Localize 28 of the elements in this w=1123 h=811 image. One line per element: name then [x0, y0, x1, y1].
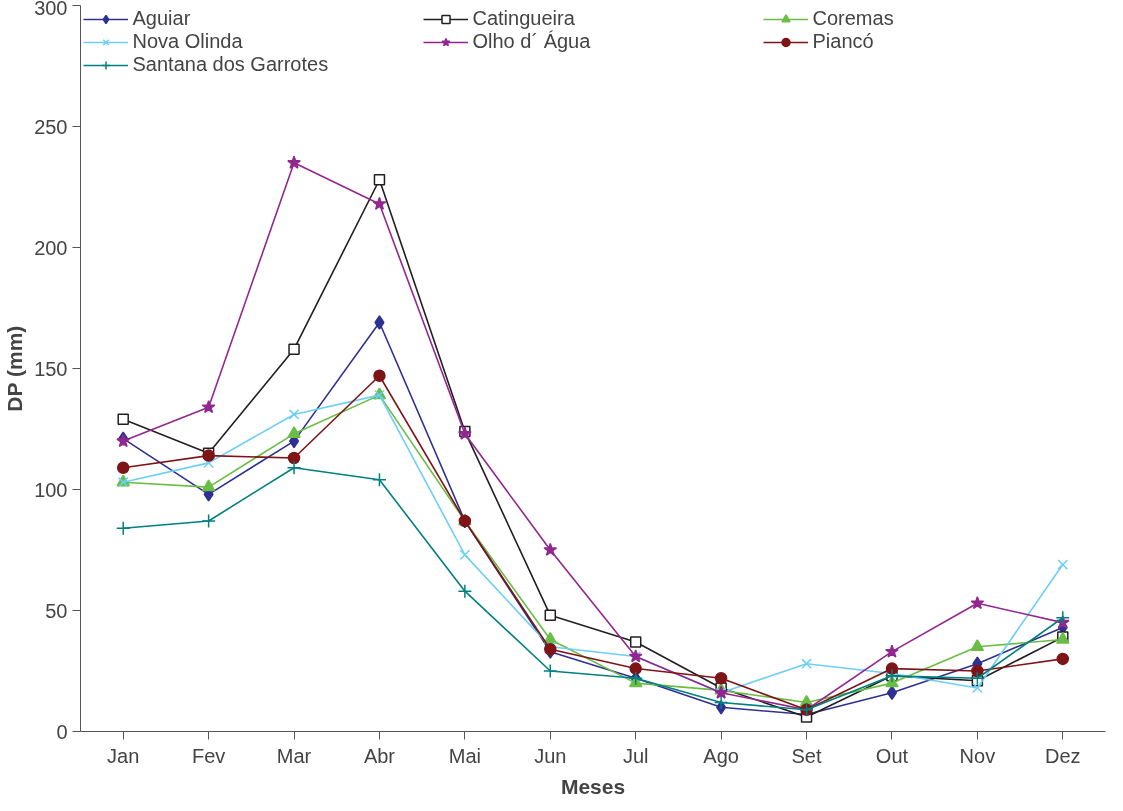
x-axis-title: Meses — [560, 774, 626, 798]
x-tick-label: Abr — [363, 744, 396, 767]
y-tick-label: 150 — [34, 357, 68, 380]
legend-label: Olho d´ Água — [472, 30, 592, 53]
x-tick-label: Jul — [622, 744, 649, 767]
legend-label: Piancó — [812, 30, 875, 53]
y-tick-label: 0 — [56, 720, 68, 743]
x-tick-label: Set — [791, 744, 822, 767]
x-tick-label: Jun — [534, 744, 567, 767]
x-tick-label: Ago — [703, 744, 739, 767]
legend-label: Aguiar — [132, 7, 192, 30]
x-tick-label: Out — [875, 744, 909, 767]
legend-label: Nova Olinda — [132, 30, 244, 53]
x-tick-label: Dez — [1045, 744, 1081, 767]
y-tick-label: 300 — [34, 0, 68, 19]
x-tick-label: Mar — [276, 744, 312, 767]
x-tick-label: Jan — [107, 744, 140, 767]
y-tick-label: 200 — [34, 236, 68, 259]
legend-label: Catingueira — [472, 7, 575, 30]
legend-label: Coremas — [812, 7, 895, 30]
x-tick-label: Nov — [959, 744, 996, 767]
y-tick-label: 100 — [34, 478, 68, 501]
x-tick-label: Mai — [448, 744, 481, 767]
x-tick-label: Fev — [191, 744, 226, 767]
legend-label: Santana dos Garrotes — [132, 53, 330, 76]
y-axis-title: DP (mm) — [3, 325, 27, 412]
y-tick-label: 50 — [45, 599, 68, 622]
y-tick-label: 250 — [34, 115, 68, 138]
